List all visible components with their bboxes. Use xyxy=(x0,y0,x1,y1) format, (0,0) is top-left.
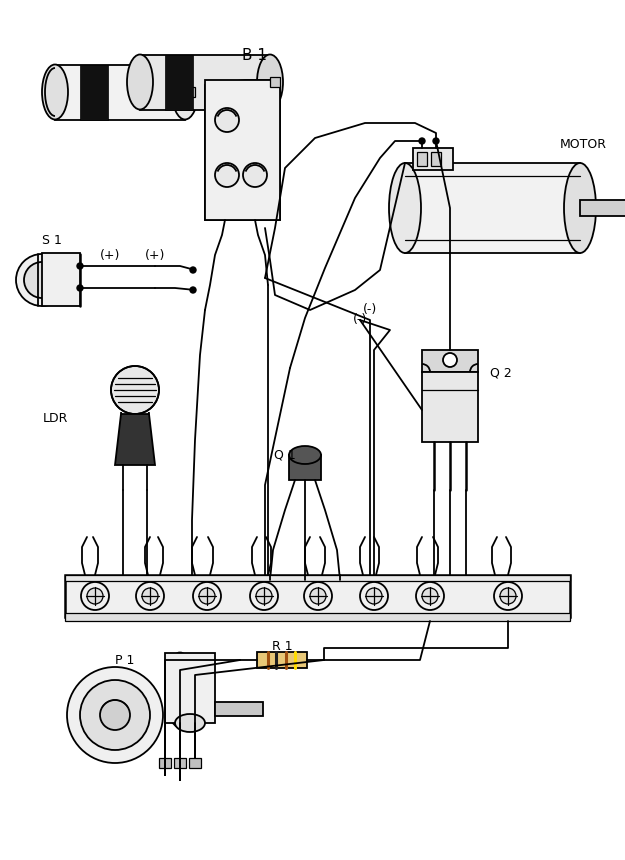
Circle shape xyxy=(77,263,83,269)
Ellipse shape xyxy=(127,54,153,109)
Circle shape xyxy=(80,680,150,750)
Bar xyxy=(417,152,427,166)
Ellipse shape xyxy=(165,653,195,728)
Text: (+): (+) xyxy=(145,249,166,261)
Ellipse shape xyxy=(257,54,283,109)
Circle shape xyxy=(215,163,239,187)
Text: (+): (+) xyxy=(100,249,120,262)
Circle shape xyxy=(433,138,439,144)
Text: P 1: P 1 xyxy=(115,654,134,666)
Circle shape xyxy=(360,582,388,610)
Circle shape xyxy=(443,353,457,367)
Circle shape xyxy=(310,588,326,604)
Polygon shape xyxy=(115,414,155,465)
Ellipse shape xyxy=(172,64,198,120)
Circle shape xyxy=(142,588,158,604)
Circle shape xyxy=(419,138,425,144)
Bar xyxy=(140,55,270,110)
Bar xyxy=(185,87,195,97)
Circle shape xyxy=(500,588,516,604)
Circle shape xyxy=(16,254,68,306)
Circle shape xyxy=(422,588,438,604)
Text: (-): (-) xyxy=(363,304,377,316)
Bar xyxy=(65,613,570,621)
Circle shape xyxy=(250,582,278,610)
Text: LDR: LDR xyxy=(42,411,68,425)
Circle shape xyxy=(67,667,163,763)
Text: MOTOR: MOTOR xyxy=(560,138,607,151)
Bar xyxy=(80,65,108,120)
Ellipse shape xyxy=(175,714,205,732)
Circle shape xyxy=(190,287,196,293)
Bar xyxy=(189,758,201,768)
Bar xyxy=(55,65,185,120)
Polygon shape xyxy=(205,80,280,220)
Bar xyxy=(205,80,280,220)
Bar xyxy=(270,77,280,87)
Ellipse shape xyxy=(564,163,596,253)
Circle shape xyxy=(87,588,103,604)
Circle shape xyxy=(24,262,60,298)
Bar xyxy=(65,575,570,581)
Bar xyxy=(165,653,215,723)
Circle shape xyxy=(243,163,267,187)
Bar xyxy=(42,253,80,306)
Ellipse shape xyxy=(289,446,321,464)
Circle shape xyxy=(136,582,164,610)
Circle shape xyxy=(190,267,196,273)
Circle shape xyxy=(199,588,215,604)
Circle shape xyxy=(215,108,239,132)
Text: Q 2: Q 2 xyxy=(490,366,512,379)
Bar xyxy=(257,652,307,668)
Bar xyxy=(174,758,186,768)
Bar xyxy=(65,575,570,617)
Bar xyxy=(165,55,193,110)
Circle shape xyxy=(416,582,444,610)
Bar xyxy=(422,350,478,372)
Circle shape xyxy=(366,588,382,604)
Circle shape xyxy=(77,285,83,291)
Polygon shape xyxy=(289,455,321,480)
Circle shape xyxy=(81,582,109,610)
Bar xyxy=(405,163,580,253)
Circle shape xyxy=(100,700,130,730)
Ellipse shape xyxy=(42,64,68,120)
Bar xyxy=(431,152,441,166)
Bar xyxy=(580,200,625,216)
Circle shape xyxy=(304,582,332,610)
Text: B 1: B 1 xyxy=(242,47,268,63)
Text: Q 1: Q 1 xyxy=(274,449,296,462)
Ellipse shape xyxy=(389,163,421,253)
Text: R 1: R 1 xyxy=(272,640,292,653)
Bar xyxy=(159,758,171,768)
Circle shape xyxy=(256,588,272,604)
Circle shape xyxy=(494,582,522,610)
Bar xyxy=(422,372,478,442)
Circle shape xyxy=(111,366,159,414)
Bar xyxy=(413,148,453,170)
Text: S 1: S 1 xyxy=(42,234,62,247)
Circle shape xyxy=(193,582,221,610)
Text: (-): (-) xyxy=(353,314,367,327)
Bar xyxy=(215,702,263,716)
